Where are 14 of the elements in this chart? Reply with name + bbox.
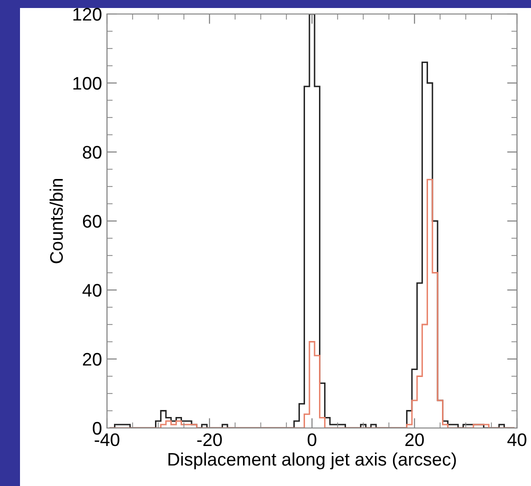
x-tick-label: 20 [405,433,424,446]
x-axis-title: Displacement along jet axis (arcsec) [168,452,456,470]
y-tick-label: 100 [73,76,102,90]
y-tick-label: 120 [73,8,102,21]
x-tick-label: -40 [94,433,120,446]
x-tick-label: -20 [197,433,222,446]
y-tick-label: 20 [82,352,102,366]
y-tick-label: 40 [82,284,102,297]
y-tick-label: 80 [82,146,102,159]
y-tick-label: 60 [82,214,102,228]
y-axis-title: Counts/bin [50,179,63,264]
x-tick-label: 0 [308,433,316,446]
y-tick-label: 0 [92,422,102,435]
x-tick-label: 40 [507,433,526,446]
